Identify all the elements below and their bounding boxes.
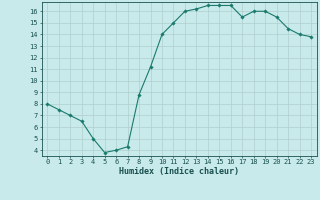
X-axis label: Humidex (Indice chaleur): Humidex (Indice chaleur)	[119, 167, 239, 176]
